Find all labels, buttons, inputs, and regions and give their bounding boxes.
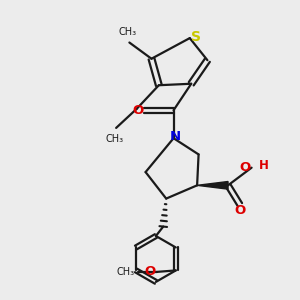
- Text: CH₃: CH₃: [116, 267, 135, 277]
- Text: O: O: [240, 161, 251, 174]
- Text: CH₃: CH₃: [106, 134, 124, 144]
- Text: S: S: [191, 30, 201, 44]
- Text: N: N: [170, 130, 181, 143]
- Text: H: H: [259, 159, 269, 172]
- Text: O: O: [144, 266, 155, 278]
- Polygon shape: [197, 182, 228, 189]
- Text: O: O: [235, 205, 246, 218]
- Text: O: O: [132, 104, 143, 117]
- Text: CH₃: CH₃: [119, 27, 137, 37]
